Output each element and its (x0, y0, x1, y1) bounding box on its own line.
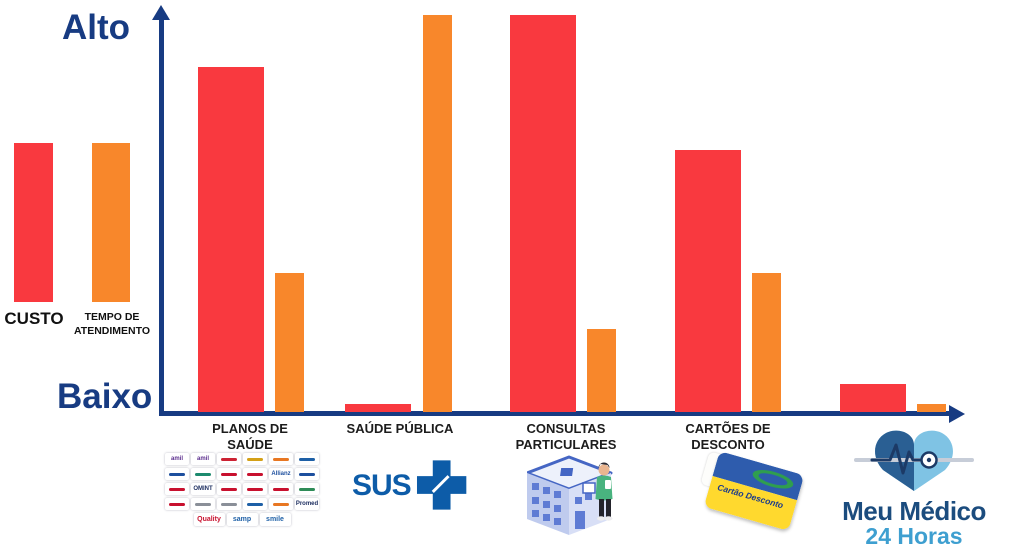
insurer-logo (269, 453, 293, 465)
insurer-logo-amil: amil (165, 453, 189, 465)
insurer-logo (217, 498, 241, 510)
insurer-logo (243, 498, 267, 510)
bar-custo-saude-publica (345, 404, 411, 412)
insurer-logo-bottom-row: Quality samp smile (160, 513, 324, 526)
legend-cost-bar (14, 143, 53, 302)
clinic-building-icon (527, 455, 613, 535)
insurer-logo-row: Allianz (160, 468, 324, 480)
y-axis-line (159, 18, 164, 416)
category-label-planos-de-saude: PLANOS DE SAÚDE (212, 421, 288, 452)
legend-time-label: TEMPO DE ATENDIMENTO (73, 311, 151, 338)
legend-cost-label: CUSTO (4, 309, 64, 328)
insurer-logo (295, 468, 319, 480)
bar-tempo-de-atendimento-saude-publica (423, 15, 452, 412)
insurer-logo-row: Promed (160, 498, 324, 510)
insurer-logo (295, 483, 319, 495)
sus-logo-text: SUS (352, 469, 412, 502)
brand-logo: Meu Médico 24 Horas (838, 427, 990, 546)
insurer-logo-smile: smile (259, 513, 291, 526)
bar-custo-consultas-particulares (510, 15, 576, 412)
insurer-logo-row: OMINT (160, 483, 324, 495)
brand-name-text: Meu Médico (842, 496, 986, 526)
insurer-logo (295, 453, 319, 465)
insurer-logo (269, 483, 293, 495)
insurer-logo (217, 483, 241, 495)
category-label-cartoes-de-desconto: CARTÕES DE DESCONTO (685, 421, 771, 452)
category-label-saude-publica: SAÚDE PÚBLICA (346, 421, 454, 436)
insurer-logo-allianz: Allianz (269, 468, 293, 480)
health-plan-logos-grid: amil amil Allianz OMINT Promed Quality samp smi… (160, 453, 324, 529)
discount-card-icon: Cartão Desconto (700, 450, 805, 536)
insurer-logo (165, 483, 189, 495)
bar-custo-cartoes-de-desconto (675, 150, 741, 412)
bar-tempo-de-atendimento-cartoes-de-desconto (752, 273, 781, 412)
insurer-logo (165, 468, 189, 480)
sus-logo: SUS (352, 455, 467, 517)
insurer-logo-row: amil amil (160, 453, 324, 465)
x-axis-line (159, 411, 951, 416)
insurer-logo (191, 498, 215, 510)
insurer-logo (191, 468, 215, 480)
bar-tempo-de-atendimento-planos-de-saude (275, 273, 304, 412)
insurer-logo (269, 498, 293, 510)
insurer-logo-samp: samp (226, 513, 258, 526)
x-axis-arrow-icon (949, 404, 965, 423)
y-axis-low-label: Baixo (57, 377, 153, 416)
insurer-logo-promed: Promed (295, 498, 319, 510)
insurer-logo (165, 498, 189, 510)
insurer-logo (243, 483, 267, 495)
bar-tempo-de-atendimento-meu-medico-24-horas (917, 404, 946, 412)
y-axis-arrow-icon (152, 5, 170, 20)
insurer-logo (217, 453, 241, 465)
heart-pulse-icon (854, 430, 974, 491)
discount-card-face: Cartão Desconto (703, 450, 805, 531)
bar-custo-planos-de-saude (198, 67, 264, 412)
insurer-logo (243, 453, 267, 465)
insurer-logo-amil: amil (191, 453, 215, 465)
category-label-consultas-particulares: CONSULTAS PARTICULARES (515, 421, 617, 452)
legend-time-bar (92, 143, 130, 302)
sus-cross-icon (416, 460, 467, 510)
insurer-logo-quality: Quality (193, 513, 225, 526)
insurer-logo-omint: OMINT (191, 483, 215, 495)
insurer-logo (243, 468, 267, 480)
brand-hours-text: 24 Horas (865, 523, 963, 546)
bar-tempo-de-atendimento-consultas-particulares (587, 329, 616, 412)
insurer-logo (217, 468, 241, 480)
y-axis-high-label: Alto (62, 8, 131, 47)
bar-custo-meu-medico-24-horas (840, 384, 906, 412)
